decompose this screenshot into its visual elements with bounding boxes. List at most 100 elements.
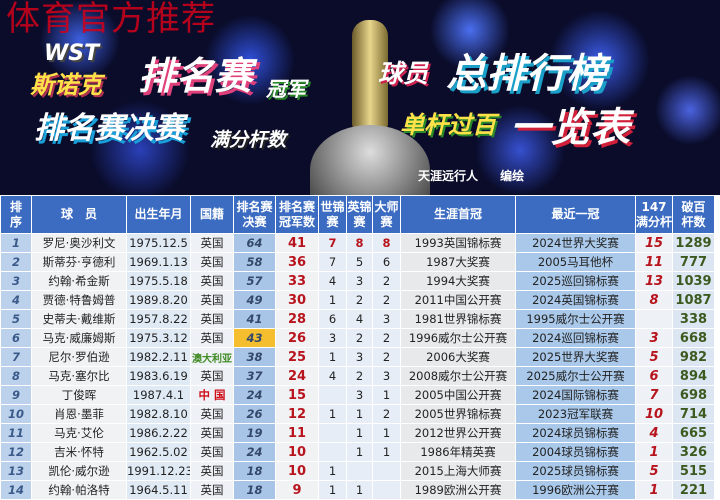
cell-nationality: 英国 (190, 328, 234, 348)
cell-nationality: 英国 (190, 309, 234, 329)
table-row: 11 马克·艾伦 1986.2.22 英国 19 11 1 1 2012世界公开赛 2024球员锦… (0, 423, 715, 443)
cell-latest-title: 2025巡回锦标赛 (515, 271, 636, 291)
cell-world-championships: 1 (318, 290, 347, 310)
table-row: 6 马克·威廉姆斯 1975.3.12 英国 43 26 3 2 2 1996威尔士公开赛 2024… (0, 328, 715, 348)
cell-player-name: 马克·艾伦 (31, 423, 127, 443)
cell-birth-date: 1982.2.11 (126, 347, 191, 367)
cell-maximum-breaks: 3 (635, 328, 673, 348)
cell-world-championships: 4 (318, 366, 347, 386)
cell-latest-title: 2004球员锦标赛 (515, 442, 636, 462)
cell-rank: 1 (0, 233, 32, 253)
table-row: 1 罗尼·奥沙利文 1975.12.5 英国 64 41 7 8 8 1993英国锦标赛 2024世… (0, 233, 715, 253)
cell-ranking-finals: 58 (233, 252, 276, 272)
cell-rank: 7 (0, 347, 32, 367)
table-row: 9 丁俊晖 1987.4.1 中 国 24 15 3 1 2005中国公开赛 2024国际锦标赛 7… (0, 385, 715, 405)
credit: 天涯远行人 编绘 (418, 169, 525, 183)
table-row: 5 史蒂夫·戴维斯 1957.8.22 英国 41 28 6 4 3 1981世界锦标赛 1995威… (0, 309, 715, 329)
cell-first-title: 2011中国公开赛 (400, 290, 516, 310)
cell-uk-championships: 1 (346, 480, 373, 500)
cell-first-title: 2012世界公开赛 (400, 423, 516, 443)
cell-uk-championships: 3 (346, 385, 373, 405)
cell-ranking-titles: 41 (275, 233, 319, 253)
cell-masters: 8 (372, 233, 401, 253)
ranking-table: 排 序球 员出生年月 国籍 排名赛 决赛 排名赛 冠军数 世锦 赛英锦 赛大师 赛生涯首… (0, 195, 715, 500)
cell-ranking-titles: 11 (275, 423, 319, 443)
cell-nationality: 英国 (190, 252, 234, 272)
cell-uk-championships: 1 (346, 423, 373, 443)
cell-ranking-finals: 26 (233, 404, 276, 424)
cell-uk-championships: 2 (346, 328, 373, 348)
cell-nationality: 英国 (190, 290, 234, 310)
cell-latest-title: 2025威尔士公开赛 (515, 366, 636, 386)
cell-uk-championships: 2 (346, 366, 373, 386)
cell-maximum-breaks: 1 (635, 442, 673, 462)
cell-ranking-finals: 41 (233, 309, 276, 329)
cell-ranking-finals: 64 (233, 233, 276, 253)
table-row: 14 约翰·帕洛特 1964.5.11 英国 18 9 1 1 1989欧洲公开赛 1996欧洲公… (0, 480, 715, 500)
cell-masters: 1 (372, 385, 401, 405)
cell-player-name: 马克·威廉姆斯 (31, 328, 127, 348)
cell-world-championships: 1 (318, 347, 347, 367)
cell-nationality: 英国 (190, 404, 234, 424)
table-row: 12 吉米·怀特 1962.5.02 英国 24 10 1 1 1986年精英赛 2004球员锦标… (0, 442, 715, 462)
cell-world-championships: 1 (318, 461, 347, 481)
cell-uk-championships: 4 (346, 309, 373, 329)
cell-birth-date: 1957.8.22 (126, 309, 191, 329)
cell-masters: 1 (372, 442, 401, 462)
table-row: 13 凯伦·威尔逊 1991.12.23 英国 18 10 1 2015上海大师赛 2025球员… (0, 461, 715, 481)
cell-first-title: 1993英国锦标赛 (400, 233, 516, 253)
cell-century-breaks: 665 (672, 423, 715, 443)
cell-player-name: 吉米·怀特 (31, 442, 127, 462)
cell-ranking-titles: 24 (275, 366, 319, 386)
cell-masters: 2 (372, 404, 401, 424)
cell-uk-championships: 3 (346, 347, 373, 367)
cell-rank: 5 (0, 309, 32, 329)
cell-masters (372, 461, 401, 481)
cell-ranking-finals: 24 (233, 385, 276, 405)
cell-latest-title: 2024球员锦标赛 (515, 423, 636, 443)
banner: 体育官方推荐 WST 斯诺克 排名赛 冠军 球员 总排行榜 排名赛决赛 满分杆数… (0, 0, 720, 195)
cell-latest-title: 2023冠军联赛 (515, 404, 636, 424)
cell-nationality: 英国 (190, 461, 234, 481)
cell-birth-date: 1975.12.5 (126, 233, 191, 253)
cell-player-name: 凯伦·威尔逊 (31, 461, 127, 481)
cell-birth-date: 1975.3.12 (126, 328, 191, 348)
cell-latest-title: 1996欧洲公开赛 (515, 480, 636, 500)
cell-rank: 2 (0, 252, 32, 272)
cell-maximum-breaks: 5 (635, 461, 673, 481)
cell-masters: 2 (372, 347, 401, 367)
cell-first-title: 1996威尔士公开赛 (400, 328, 516, 348)
cell-century-breaks: 777 (672, 252, 715, 272)
cell-ranking-titles: 28 (275, 309, 319, 329)
cell-first-title: 1986年精英赛 (400, 442, 516, 462)
cell-first-title: 2005世界锦标赛 (400, 404, 516, 424)
cell-ranking-titles: 10 (275, 442, 319, 462)
header-uk-championships: 英锦 赛 (346, 195, 373, 234)
banner-text: 单杆过百 (400, 111, 496, 139)
cell-nationality: 中 国 (190, 385, 234, 405)
cell-first-title: 1981世界锦标赛 (400, 309, 516, 329)
cell-ranking-finals: 57 (233, 271, 276, 291)
cell-player-name: 约翰·帕洛特 (31, 480, 127, 500)
cell-uk-championships: 8 (346, 233, 373, 253)
cell-birth-date: 1969.1.13 (126, 252, 191, 272)
cell-player-name: 史蒂夫·戴维斯 (31, 309, 127, 329)
cell-rank: 3 (0, 271, 32, 291)
cell-nationality: 英国 (190, 271, 234, 291)
banner-text: 一览表 (510, 105, 630, 151)
cell-rank: 14 (0, 480, 32, 500)
cell-birth-date: 1986.2.22 (126, 423, 191, 443)
cell-rank: 11 (0, 423, 32, 443)
cell-player-name: 斯蒂芬·亨德利 (31, 252, 127, 272)
cell-century-breaks: 338 (672, 309, 715, 329)
cell-nationality: 澳大利亚 (190, 347, 234, 367)
cell-player-name: 肖恩·墨菲 (31, 404, 127, 424)
watermark: 体育官方推荐 (6, 0, 216, 39)
cell-ranking-finals: 24 (233, 442, 276, 462)
cell-ranking-finals: 19 (233, 423, 276, 443)
cell-century-breaks: 894 (672, 366, 715, 386)
header-masters: 大师 赛 (372, 195, 401, 234)
cell-maximum-breaks: 6 (635, 366, 673, 386)
cell-uk-championships (346, 461, 373, 481)
cell-maximum-breaks: 1 (635, 480, 673, 500)
